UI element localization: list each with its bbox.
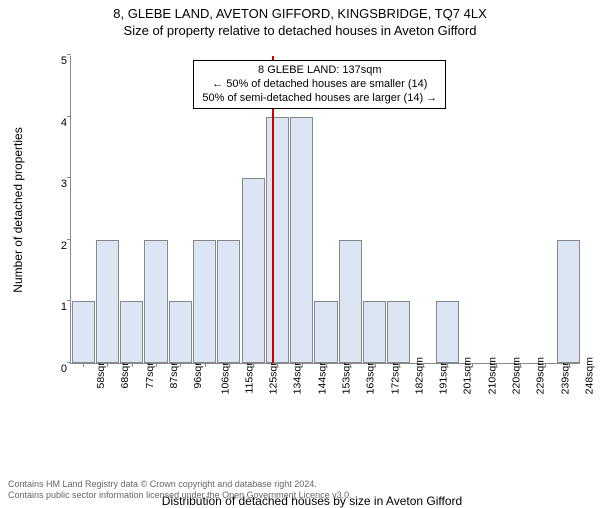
histogram-bar bbox=[266, 117, 289, 363]
histogram-bar bbox=[193, 240, 216, 363]
histogram-bar bbox=[242, 178, 265, 363]
chart-title-sub: Size of property relative to detached ho… bbox=[0, 23, 600, 38]
histogram-bar bbox=[339, 240, 362, 363]
info-line-2: ← 50% of detached houses are smaller (14… bbox=[202, 78, 437, 92]
histogram-bar bbox=[290, 117, 313, 363]
chart-title-main: 8, GLEBE LAND, AVETON GIFFORD, KINGSBRID… bbox=[0, 6, 600, 21]
y-tick-label: 2 bbox=[47, 240, 67, 252]
histogram-bar bbox=[557, 240, 580, 363]
y-tick-label: 4 bbox=[47, 117, 67, 129]
histogram-bar bbox=[169, 301, 192, 363]
histogram-bar bbox=[72, 301, 95, 363]
info-line-3: 50% of semi-detached houses are larger (… bbox=[202, 92, 437, 106]
y-tick-label: 5 bbox=[47, 55, 67, 67]
histogram-bar bbox=[217, 240, 240, 363]
histogram-bar bbox=[363, 301, 386, 363]
histogram-bar bbox=[144, 240, 167, 363]
x-tick-label: 248sqm bbox=[584, 357, 596, 394]
y-axis-label: Number of detached properties bbox=[11, 127, 25, 292]
footer-line-1: Contains HM Land Registry data © Crown c… bbox=[8, 479, 352, 491]
histogram-bar bbox=[387, 301, 410, 363]
y-tick-label: 3 bbox=[47, 178, 67, 190]
info-line-1: 8 GLEBE LAND: 137sqm bbox=[202, 64, 437, 78]
histogram-bar bbox=[120, 301, 143, 363]
chart-container: Number of detached properties 01234558sq… bbox=[44, 56, 580, 416]
y-tick-label: 0 bbox=[47, 363, 67, 375]
marker-info-box: 8 GLEBE LAND: 137sqm ← 50% of detached h… bbox=[193, 60, 446, 109]
footer-attribution: Contains HM Land Registry data © Crown c… bbox=[8, 479, 352, 502]
y-tick-label: 1 bbox=[47, 301, 67, 313]
histogram-bar bbox=[436, 301, 459, 363]
footer-line-2: Contains public sector information licen… bbox=[8, 490, 352, 502]
histogram-bar bbox=[314, 301, 337, 363]
histogram-bar bbox=[96, 240, 119, 363]
plot-area: 01234558sqm68sqm77sqm87sqm96sqm106sqm115… bbox=[70, 56, 580, 364]
